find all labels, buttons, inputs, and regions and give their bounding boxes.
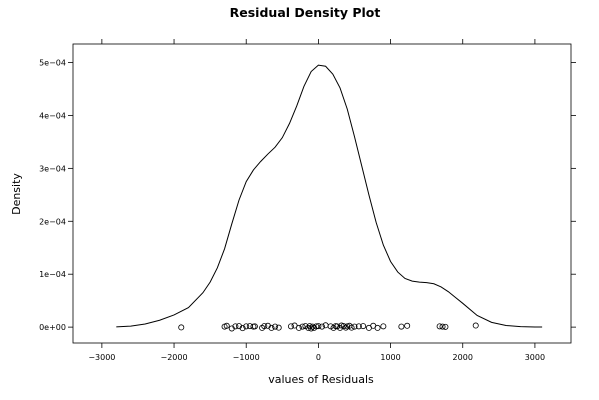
residual-point xyxy=(178,324,185,331)
x-axis-top xyxy=(101,39,536,44)
residual-point xyxy=(239,325,246,332)
residual-point xyxy=(436,323,443,330)
residual-point xyxy=(308,325,315,332)
x-axis-bottom: −3000 −2000 −1000 0 1000 2000 3000 xyxy=(88,343,545,362)
residual-point xyxy=(374,324,381,331)
residual-points xyxy=(178,322,479,332)
x-tick-label: 0 xyxy=(316,353,321,362)
x-tick-label: −3000 xyxy=(88,353,115,362)
y-axis-right xyxy=(571,62,576,328)
residual-point xyxy=(355,323,362,330)
residual-point xyxy=(315,323,322,330)
residual-point xyxy=(243,323,250,330)
x-axis-label: values of Residuals xyxy=(268,373,374,386)
x-tick-label: 1000 xyxy=(380,353,400,362)
residual-point xyxy=(295,324,302,331)
y-tick-label: 2e−04 xyxy=(39,217,66,226)
residual-point xyxy=(442,323,449,330)
plot-panel xyxy=(72,43,572,344)
residual-point xyxy=(351,323,358,330)
residual-point xyxy=(318,323,325,330)
residual-point xyxy=(272,323,279,330)
residual-point xyxy=(348,324,355,331)
residual-point xyxy=(305,324,312,331)
residual-point xyxy=(309,323,316,330)
residual-point xyxy=(404,322,411,329)
residual-point xyxy=(299,323,306,330)
residual-point xyxy=(439,323,446,330)
residual-point xyxy=(380,323,387,330)
residual-point xyxy=(398,323,405,330)
residual-point xyxy=(360,323,367,330)
residual-point xyxy=(287,323,294,330)
residual-point xyxy=(261,323,268,330)
x-tick-label: 2000 xyxy=(453,353,473,362)
chart-title: Residual Density Plot xyxy=(230,5,381,20)
y-tick-label: 5e−04 xyxy=(39,59,66,68)
y-axis-label: Density xyxy=(10,173,23,215)
density-curve xyxy=(116,64,543,328)
residual-point xyxy=(334,323,341,330)
y-axis-left: 0e+00 1e−04 2e−04 3e−04 4e−04 5e−04 xyxy=(39,59,73,332)
residual-point xyxy=(268,324,275,331)
residual-point xyxy=(342,324,349,331)
residual-point xyxy=(275,324,282,331)
y-tick-label: 0e+00 xyxy=(39,323,66,332)
residual-point xyxy=(251,323,258,330)
y-tick-label: 3e−04 xyxy=(39,164,66,173)
residual-point xyxy=(232,323,239,330)
x-tick-label: 3000 xyxy=(525,353,545,362)
x-tick-label: −2000 xyxy=(161,353,188,362)
residual-point xyxy=(313,323,320,330)
y-tick-label: 4e−04 xyxy=(39,111,66,120)
x-tick-label: −1000 xyxy=(233,353,260,362)
y-tick-label: 1e−04 xyxy=(39,270,66,279)
residual-point xyxy=(472,322,479,329)
residual-point xyxy=(223,322,230,329)
